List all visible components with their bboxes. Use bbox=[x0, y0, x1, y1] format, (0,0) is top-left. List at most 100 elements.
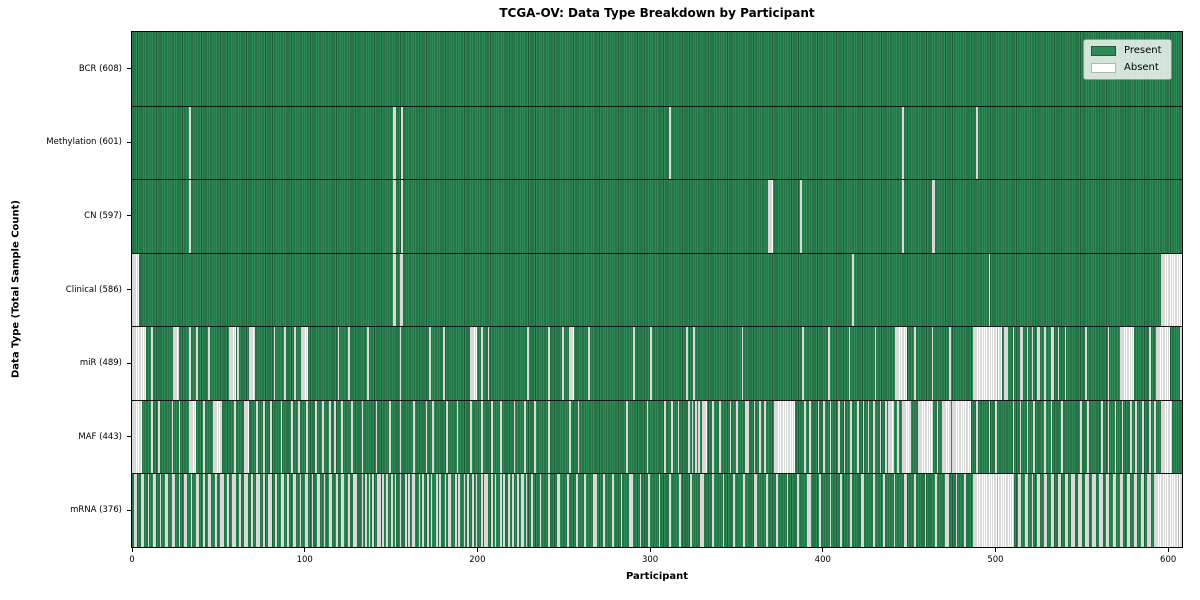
absent-cells bbox=[188, 105, 191, 180]
absent-cells bbox=[883, 473, 885, 547]
absent-cells bbox=[347, 326, 350, 400]
absent-cells bbox=[935, 473, 937, 547]
absent-cells bbox=[340, 473, 345, 547]
absent-cells bbox=[239, 473, 241, 547]
absent-cells bbox=[1080, 399, 1082, 474]
absent-cells bbox=[268, 473, 272, 547]
absent-cells bbox=[1154, 473, 1182, 547]
absent-cells bbox=[753, 399, 756, 474]
absent-cells bbox=[539, 473, 542, 547]
absent-cells bbox=[1085, 326, 1087, 400]
absent-cells bbox=[973, 326, 1003, 400]
row-separator bbox=[132, 252, 1182, 254]
absent-cells bbox=[903, 473, 908, 547]
absent-cells bbox=[850, 473, 853, 547]
absent-cells bbox=[446, 399, 449, 474]
x-tick-mark bbox=[1167, 548, 1169, 552]
absent-cells bbox=[1142, 399, 1144, 474]
absent-cells bbox=[732, 473, 735, 547]
absent-cells bbox=[857, 399, 860, 474]
absent-cells bbox=[639, 473, 642, 547]
absent-cells bbox=[292, 473, 297, 547]
absent-cells bbox=[862, 399, 865, 474]
absent-cells bbox=[1050, 473, 1055, 547]
absent-cells bbox=[686, 326, 689, 400]
absent-cells bbox=[843, 399, 846, 474]
absent-cells bbox=[1031, 473, 1034, 547]
absent-cells bbox=[776, 473, 778, 547]
absent-cells bbox=[499, 399, 502, 474]
plot-area bbox=[131, 31, 1183, 548]
absent-cells bbox=[1112, 473, 1117, 547]
absent-cells bbox=[435, 473, 438, 547]
absent-cells bbox=[629, 473, 633, 547]
absent-cells bbox=[214, 473, 217, 547]
absent-cells bbox=[422, 473, 424, 547]
absent-cells bbox=[527, 326, 530, 400]
absent-cells bbox=[1057, 326, 1060, 400]
absent-cells bbox=[444, 473, 447, 547]
absent-cells bbox=[280, 399, 283, 474]
absent-cells bbox=[1019, 399, 1022, 474]
absent-cells bbox=[802, 326, 804, 400]
absent-cells bbox=[188, 399, 196, 474]
x-tick-mark bbox=[822, 548, 824, 552]
absent-cells bbox=[897, 399, 899, 474]
absent-cells bbox=[335, 473, 338, 547]
absent-cells bbox=[392, 252, 397, 327]
absent-cells bbox=[530, 473, 533, 547]
absent-cells bbox=[1026, 326, 1029, 400]
absent-cells bbox=[650, 326, 652, 400]
absent-cells bbox=[389, 399, 392, 474]
absent-cells bbox=[850, 399, 853, 474]
absent-cells bbox=[1050, 399, 1053, 474]
absent-cells bbox=[132, 252, 139, 327]
absent-cells bbox=[1012, 399, 1015, 474]
absent-cells bbox=[936, 399, 939, 474]
absent-cells bbox=[484, 473, 488, 547]
absent-cells bbox=[829, 399, 832, 474]
x-tick-label-300: 300 bbox=[641, 555, 659, 565]
row-separator bbox=[132, 326, 1182, 328]
heatmap-row-bcr bbox=[132, 32, 1182, 106]
absent-cells bbox=[394, 473, 397, 547]
absent-cells bbox=[456, 399, 459, 474]
y-tick-mark bbox=[127, 509, 131, 511]
absent-cells bbox=[872, 399, 875, 474]
absent-cells bbox=[964, 473, 967, 547]
absent-cells bbox=[520, 473, 525, 547]
absent-cells bbox=[914, 326, 917, 400]
y-tick-mark bbox=[127, 436, 131, 438]
absent-cells bbox=[917, 399, 934, 474]
absent-cells bbox=[548, 326, 550, 400]
absent-cells bbox=[924, 473, 927, 547]
absent-cells bbox=[480, 473, 483, 547]
absent-cells bbox=[299, 473, 302, 547]
absent-cells bbox=[171, 399, 174, 474]
absent-cells bbox=[575, 473, 578, 547]
absent-cells bbox=[1140, 473, 1144, 547]
absent-cells bbox=[244, 473, 248, 547]
absent-cells bbox=[1031, 326, 1034, 400]
absent-cells bbox=[347, 473, 350, 547]
absent-cells bbox=[658, 473, 661, 547]
absent-cells bbox=[157, 399, 160, 474]
absent-cells bbox=[499, 473, 502, 547]
heatmap-row-clinical bbox=[132, 252, 1182, 327]
absent-cells bbox=[399, 399, 402, 474]
absent-cells bbox=[548, 399, 550, 474]
absent-cells bbox=[874, 326, 877, 400]
present-swatch-icon bbox=[1091, 46, 1116, 56]
absent-cells bbox=[382, 473, 385, 547]
absent-cells bbox=[270, 399, 272, 474]
absent-cells bbox=[190, 473, 193, 547]
absent-cells bbox=[418, 473, 421, 547]
absent-cells bbox=[584, 473, 587, 547]
absent-cells bbox=[297, 399, 300, 474]
absent-cells bbox=[150, 399, 153, 474]
absent-cells bbox=[765, 473, 768, 547]
absent-cells bbox=[188, 326, 191, 400]
absent-cells bbox=[1061, 399, 1063, 474]
absent-swatch-icon bbox=[1091, 63, 1116, 73]
absent-cells bbox=[612, 473, 614, 547]
